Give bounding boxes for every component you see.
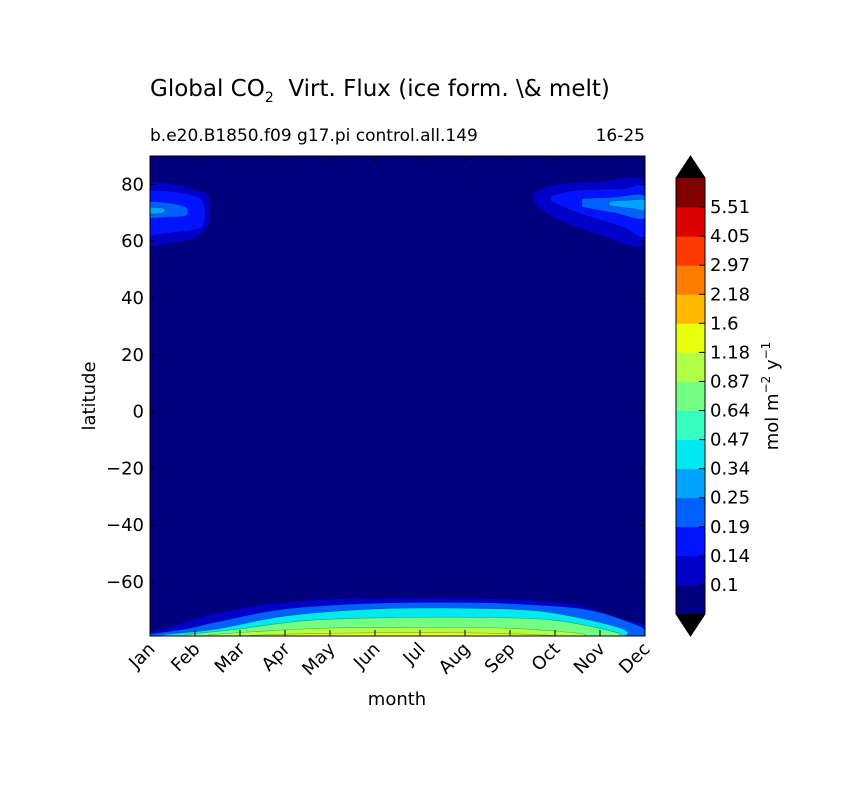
y-axis-label: latitude — [79, 361, 100, 430]
colorbar-extend-min — [676, 614, 705, 636]
chart-title: Global CO2 Virt. Flux (ice form. \& melt… — [150, 76, 610, 106]
x-tick-label: Apr — [258, 638, 295, 675]
colorbar-tick-label: 0.64 — [710, 401, 750, 422]
colorbar-segment — [676, 178, 705, 208]
colorbar-tick-label: 4.05 — [710, 226, 750, 247]
colorbar-outline — [675, 155, 706, 637]
plot-background — [150, 156, 645, 636]
contour-band-2-4 — [608, 198, 645, 211]
colorbar-tick-label: 1.6 — [710, 313, 739, 334]
x-tick-label: Sep — [481, 639, 520, 678]
y-tick-label: −20 — [106, 458, 144, 479]
plot-area — [150, 156, 645, 636]
x-tick-label: Feb — [167, 639, 204, 676]
colorbar-segment — [676, 555, 705, 586]
y-tick-label: 20 — [121, 345, 144, 366]
colorbar-tick-label: 0.87 — [710, 371, 750, 392]
y-tick-label: −60 — [106, 572, 144, 593]
chart-subtitle-case: b.e20.B1850.f09 g17.pi control.all.149 — [150, 126, 478, 146]
colorbar-extend-max — [676, 156, 705, 178]
colorbar-segment — [676, 294, 705, 324]
x-tick-label: Aug — [435, 639, 475, 679]
y-tick-label: 80 — [121, 174, 144, 195]
plot-frame — [149, 155, 646, 637]
x-axis-label: month — [368, 689, 426, 710]
colorbar: 0.1 0.14 0.19 0.25 0.34 0.47 0.64 0.87 1.18 1.6 2.… — [675, 155, 750, 637]
colorbar-segment — [676, 352, 705, 382]
colorbar-tick-label: 0.19 — [710, 517, 750, 538]
colorbar-segment — [676, 584, 705, 615]
y-tick-label: −40 — [106, 515, 144, 536]
colorbar-tick-label: 2.18 — [710, 284, 750, 305]
colorbar-tick-label: 0.1 — [710, 575, 739, 596]
x-tick-label: Dec — [615, 639, 654, 678]
colorbar-segment — [676, 410, 705, 440]
colorbar-tick-label: 2.97 — [710, 255, 750, 276]
x-tick-label: Jan — [124, 639, 159, 674]
x-tick-label: May — [298, 638, 339, 679]
y-axis: 80 60 40 20 0 −20 −40 −60 — [106, 174, 645, 593]
x-tick-label: Jul — [399, 639, 430, 670]
colorbar-segment — [676, 207, 705, 237]
x-tick-label: Jun — [349, 639, 384, 674]
y-tick-label: 60 — [121, 231, 144, 252]
chart-subtitle-years: 16-25 — [595, 126, 645, 146]
colorbar-segment — [676, 439, 705, 470]
x-tick-label: Mar — [211, 638, 250, 677]
colorbar-segment — [676, 236, 705, 266]
colorbar-tick-label: 5.51 — [710, 197, 750, 218]
y-tick-label: 40 — [121, 288, 144, 309]
colorbar-segment — [676, 323, 705, 353]
colorbar-segment — [676, 265, 705, 295]
colorbar-tick-label: 0.25 — [710, 488, 750, 509]
y-tick-label: 0 — [133, 402, 144, 423]
colorbar-label: mol m−2 y−1 — [759, 342, 783, 451]
colorbar-tick-label: 0.34 — [710, 459, 750, 480]
colorbar-tick-label: 0.47 — [710, 430, 750, 451]
colorbar-segment — [676, 468, 705, 499]
colorbar-segment — [676, 381, 705, 411]
contour-band-1-4 — [150, 206, 166, 215]
x-tick-label: Oct — [528, 639, 565, 676]
x-tick-label: Nov — [570, 638, 610, 678]
colorbar-segment — [676, 526, 705, 557]
colorbar-tick-label: 0.14 — [710, 546, 750, 567]
colorbar-tick-label: 1.18 — [710, 342, 750, 363]
colorbar-segment — [676, 497, 705, 528]
contour-band-1-3 — [150, 201, 189, 219]
